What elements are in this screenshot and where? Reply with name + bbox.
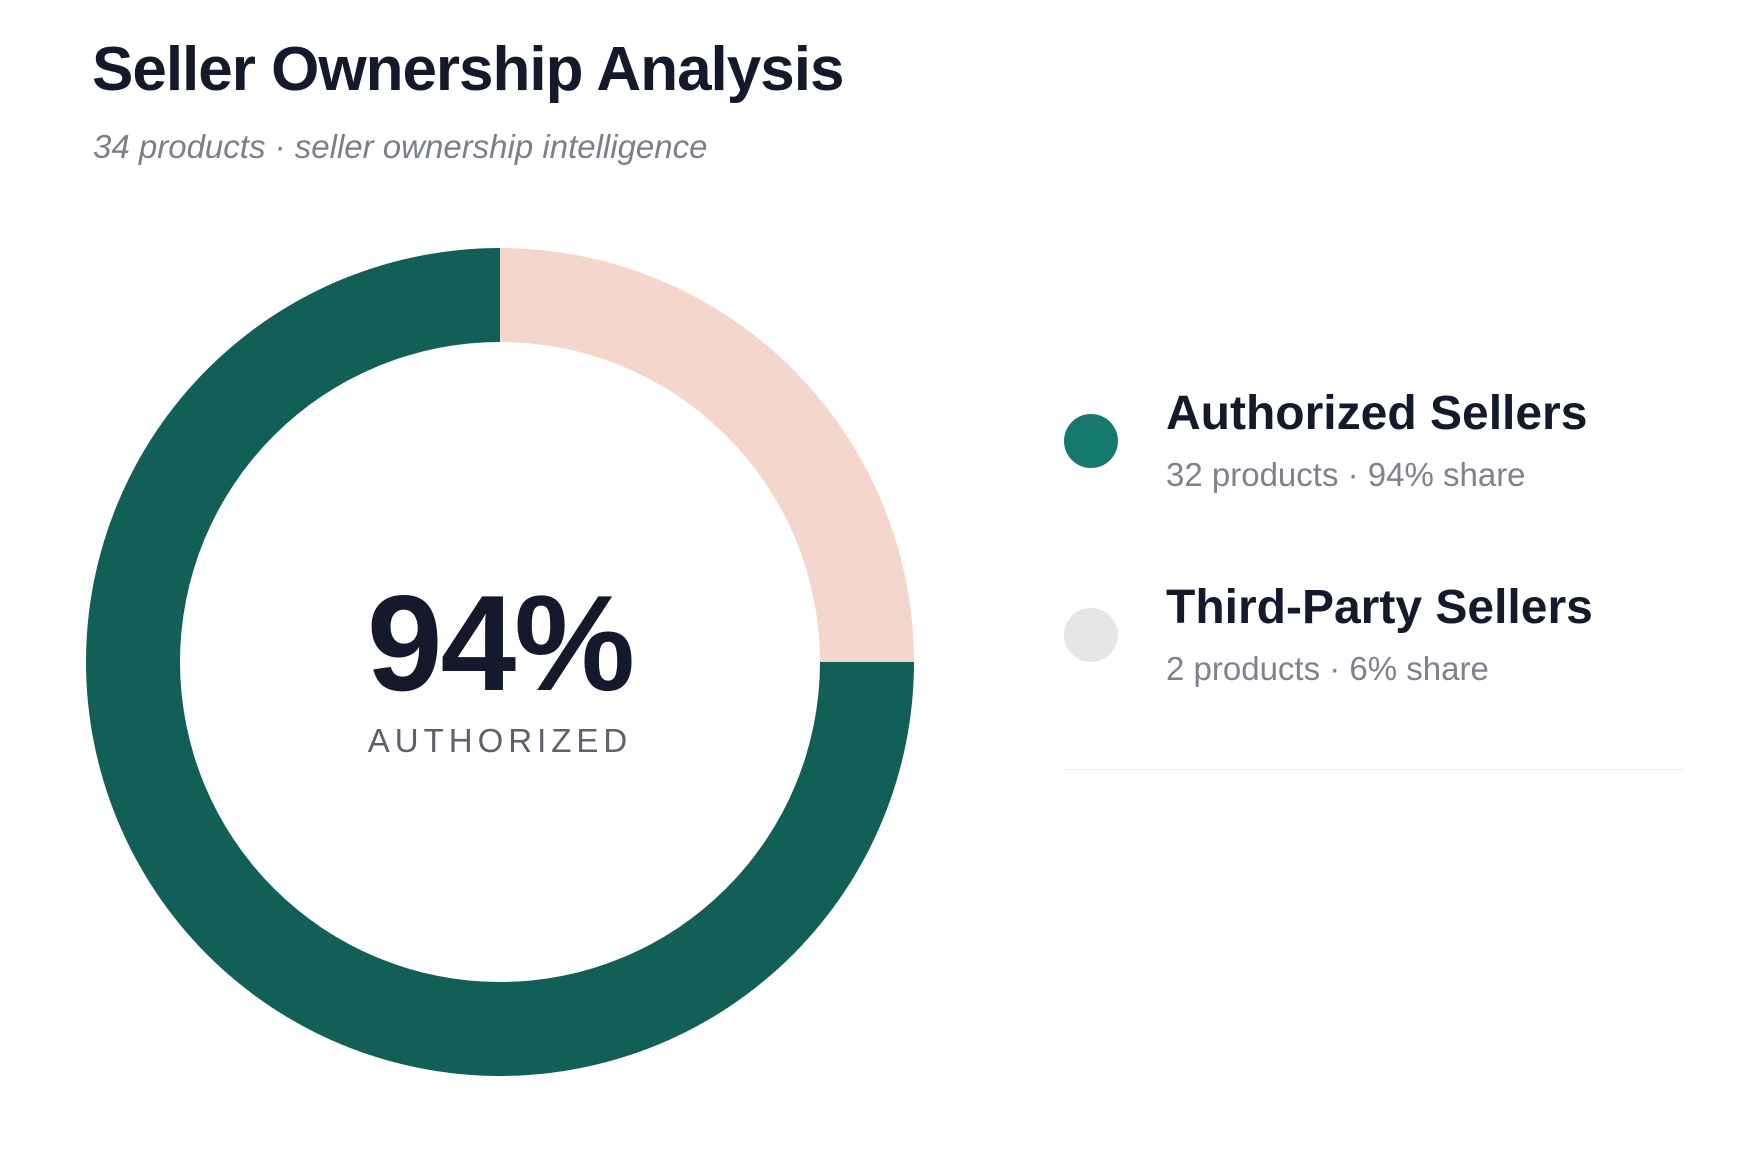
legend-name: Third-Party Sellers <box>1166 581 1593 634</box>
donut-chart <box>86 248 914 1076</box>
center-percentage: 94% <box>366 567 635 719</box>
page-title: Seller Ownership Analysis <box>92 35 844 104</box>
legend-divider <box>1064 769 1684 770</box>
donut-slice-unlabeled[interactable] <box>500 248 914 662</box>
legend-item-authorized[interactable]: Authorized Sellers 32 products · 94% sha… <box>1064 380 1704 493</box>
legend-item-third-party[interactable]: Third-Party Sellers 2 products · 6% shar… <box>1064 574 1704 687</box>
legend-dot-authorized <box>1064 414 1118 468</box>
page-subtitle: 34 products · seller ownership intellige… <box>93 128 708 165</box>
legend: Authorized Sellers 32 products · 94% sha… <box>1064 380 1704 768</box>
legend-dot-third-party <box>1064 608 1118 662</box>
center-label: AUTHORIZED <box>367 722 633 759</box>
legend-detail: 2 products · 6% share <box>1166 650 1489 687</box>
legend-detail: 32 products · 94% share <box>1166 456 1526 493</box>
legend-name: Authorized Sellers <box>1166 387 1588 440</box>
